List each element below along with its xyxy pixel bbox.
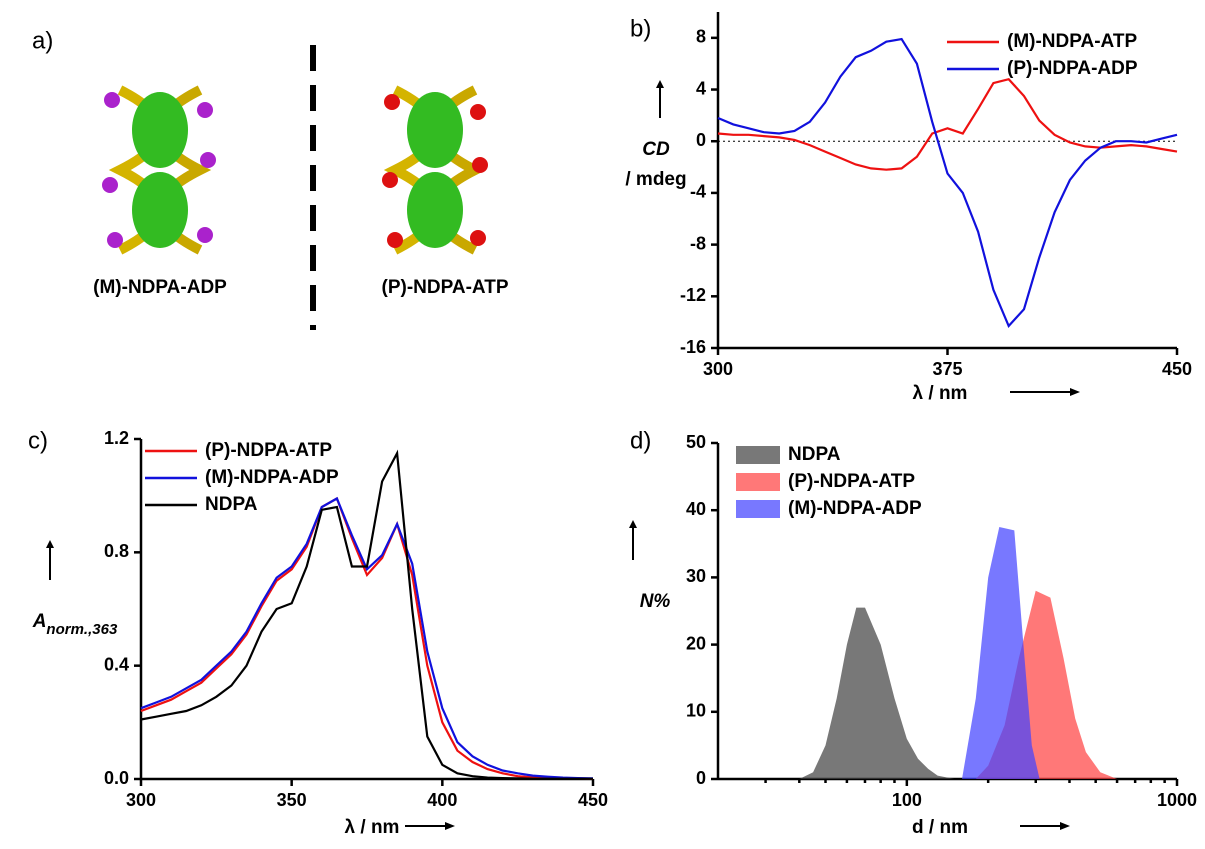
series-line: [140, 496, 594, 780]
legend-label: (P)-NDPA-ATP: [205, 440, 332, 461]
x-tick-label: 300: [126, 790, 156, 810]
x-tick-label: 1000: [1157, 790, 1197, 810]
helix-label: (P)-NDPA-ATP: [382, 277, 509, 298]
legend-label: NDPA: [788, 444, 841, 465]
y-axis-label-main: N%: [640, 591, 671, 612]
y-axis-label-sub: norm.,363: [46, 621, 118, 638]
y-tick-label: 0.0: [104, 768, 129, 788]
anions: [102, 92, 216, 248]
series-line: [717, 37, 1178, 329]
series-area: [799, 607, 976, 779]
y-axis-label: CD: [642, 139, 670, 160]
legend-label: (P)-NDPA-ATP: [788, 471, 915, 492]
panel-label: b): [630, 15, 651, 42]
anions: [382, 94, 488, 248]
y-tick-label: -16: [680, 337, 706, 357]
legend-swatch: [736, 473, 780, 491]
legend-label: (M)-NDPA-ADP: [205, 467, 339, 488]
y-tick-label: 0.8: [104, 541, 129, 561]
helix-core: [407, 92, 463, 168]
x-tick-label: 450: [578, 790, 608, 810]
x-tick-label: 375: [932, 359, 962, 379]
panel-label: d): [630, 427, 651, 454]
y-tick-label: 30: [686, 566, 706, 586]
y-tick-label: 40: [686, 499, 706, 519]
x-axis-label: λ / nm: [913, 383, 968, 404]
x-tick-label: 400: [427, 790, 457, 810]
y-axis-unit: / mdeg: [625, 169, 686, 190]
arrow-head: [46, 540, 54, 548]
legend-label: NDPA: [205, 494, 258, 515]
helix-core: [132, 172, 188, 248]
y-tick-label: -8: [690, 233, 706, 253]
x-tick-label: 350: [277, 790, 307, 810]
x-tick-label: 450: [1162, 359, 1192, 379]
y-tick-label: 10: [686, 701, 706, 721]
helix-right: [382, 85, 488, 255]
arrow-head: [445, 822, 455, 830]
arrow-head: [1060, 822, 1070, 830]
y-tick-label: 8: [696, 27, 706, 47]
series-line: [140, 496, 594, 780]
legend-label: (M)-NDPA-ATP: [1007, 31, 1137, 52]
x-tick-label: 100: [892, 790, 922, 810]
arrow-head: [656, 80, 664, 88]
y-tick-label: 1.2: [104, 428, 129, 448]
y-tick-label: 0: [696, 768, 706, 788]
y-tick-label: 20: [686, 633, 706, 653]
arrow-head: [629, 520, 637, 528]
y-tick-label: 50: [686, 432, 706, 452]
helix-left: [102, 85, 216, 255]
arrow-head: [1070, 388, 1080, 396]
x-axis-label: d / nm: [912, 817, 968, 838]
legend-label: (P)-NDPA-ADP: [1007, 58, 1138, 79]
x-tick-label: 300: [703, 359, 733, 379]
y-tick-label: -4: [690, 182, 706, 202]
legend-swatch: [736, 500, 780, 518]
legend-label: (M)-NDPA-ADP: [788, 498, 922, 519]
legend-swatch: [736, 446, 780, 464]
helix-core: [407, 172, 463, 248]
panel-label: c): [28, 427, 48, 454]
panel-label: a): [32, 27, 53, 54]
x-axis-label: λ / nm: [345, 817, 400, 838]
y-axis-label: N%: [640, 591, 671, 612]
series-line: [140, 449, 593, 780]
series-line: [717, 77, 1178, 171]
y-axis-label-main: CD: [642, 139, 670, 160]
helix-label: (M)-NDPA-ADP: [93, 277, 227, 298]
y-tick-label: -12: [680, 285, 706, 305]
y-tick-label: 0: [696, 130, 706, 150]
helix-core: [132, 92, 188, 168]
y-tick-label: 4: [696, 78, 706, 98]
y-axis-label-main: A: [32, 611, 47, 632]
y-tick-label: 0.4: [104, 654, 129, 674]
y-axis-label: Anorm.,363: [32, 611, 118, 638]
series-area: [962, 527, 1040, 779]
